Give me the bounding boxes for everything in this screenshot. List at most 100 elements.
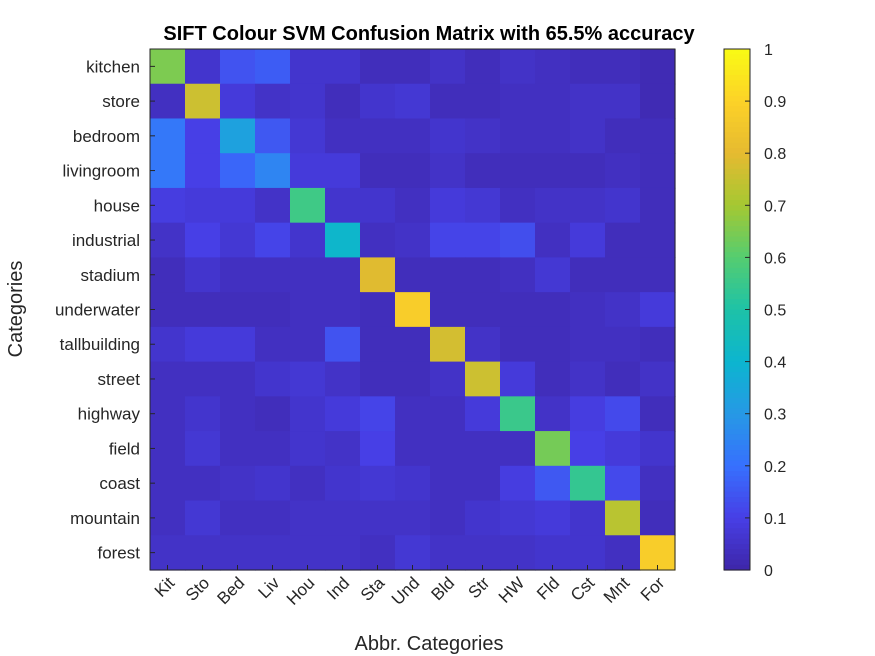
heatmap-cell [185, 535, 221, 571]
colorbar-band [724, 481, 750, 488]
heatmap-cell [500, 361, 536, 397]
heatmap-cell [290, 361, 326, 397]
heatmap-cell [640, 83, 676, 120]
colorbar-band [724, 512, 750, 519]
heatmap-cell [290, 465, 326, 502]
heatmap-cell [640, 118, 676, 154]
heatmap-cells [150, 49, 676, 571]
colorbar-band [724, 54, 750, 61]
colorbar-band [724, 450, 750, 456]
heatmap-cell [500, 465, 536, 502]
heatmap-cell [430, 535, 466, 571]
heatmap-cell [570, 153, 606, 189]
colorbar-tick-label: 0 [764, 563, 773, 580]
heatmap-cell [395, 396, 431, 432]
heatmap-cell [570, 431, 606, 467]
colorbar-band [724, 413, 750, 420]
heatmap-cell [570, 187, 606, 224]
heatmap-cell [535, 49, 571, 85]
heatmap-cell [220, 326, 256, 363]
colorbar-tick-label: 0.9 [764, 94, 786, 111]
colorbar-tick-label: 0.2 [764, 459, 786, 476]
heatmap-cell [185, 83, 221, 120]
heatmap-cell [220, 361, 256, 397]
colorbar-band [724, 121, 750, 128]
heatmap-cell [605, 361, 641, 397]
heatmap-cell [430, 83, 466, 120]
colorbar-band [724, 429, 750, 436]
heatmap-cell [605, 431, 641, 467]
heatmap-cell [500, 83, 536, 120]
y-tick-label: house [94, 196, 140, 215]
x-tick-label: Hou [283, 573, 318, 608]
heatmap-cell [430, 257, 466, 293]
heatmap-cell [465, 257, 501, 293]
colorbar-band [724, 340, 750, 347]
heatmap-cell [220, 153, 256, 189]
x-tick-label: Sto [182, 573, 213, 604]
heatmap-cell [430, 396, 466, 432]
colorbar-band [724, 335, 750, 342]
heatmap-cell [290, 396, 326, 432]
heatmap-cell [395, 535, 431, 571]
heatmap-cell [465, 396, 501, 432]
y-tick-label: street [97, 370, 140, 389]
heatmap-cell [430, 465, 466, 502]
heatmap-cell [220, 465, 256, 502]
heatmap-cell [500, 49, 536, 85]
heatmap-cell [640, 292, 676, 328]
heatmap-cell [640, 500, 676, 536]
heatmap-cell [570, 222, 606, 258]
x-tick-label: Bld [428, 573, 459, 604]
heatmap-cell [605, 187, 641, 224]
colorbar-band [724, 267, 750, 274]
y-axis-label: Categories [5, 261, 27, 358]
colorbar-band [724, 372, 750, 378]
heatmap-cell [220, 396, 256, 432]
heatmap-cell [570, 292, 606, 328]
heatmap-cell [325, 292, 361, 328]
heatmap-cell [220, 118, 256, 154]
heatmap-cell [570, 396, 606, 432]
heatmap-cell [150, 396, 186, 432]
heatmap-cell [465, 83, 501, 120]
heatmap-cell [325, 535, 361, 571]
heatmap-cell [325, 465, 361, 502]
heatmap-cell [430, 361, 466, 397]
colorbar-tick-label: 0.3 [764, 407, 786, 424]
colorbar-band [724, 471, 750, 477]
heatmap-cell [220, 431, 256, 467]
heatmap-cell [465, 118, 501, 154]
y-tick-label: kitchen [86, 57, 140, 76]
colorbar-band [724, 523, 750, 529]
heatmap-cell [220, 535, 256, 571]
x-tick-label: Ind [323, 573, 353, 603]
colorbar-band [724, 205, 750, 212]
heatmap-cell [395, 500, 431, 536]
colorbar-band [724, 273, 750, 279]
colorbar-band [724, 168, 750, 175]
colorbar-band [724, 314, 750, 321]
x-tick-label: Cst [567, 573, 599, 605]
heatmap-cell [360, 187, 396, 224]
heatmap-cell [290, 292, 326, 328]
heatmap-cell [325, 49, 361, 85]
heatmap-cell [465, 361, 501, 397]
heatmap-cell [430, 222, 466, 258]
colorbar-band [724, 554, 750, 561]
colorbar-band [724, 184, 750, 191]
heatmap-cell [640, 361, 676, 397]
y-tick-label: field [109, 439, 140, 458]
heatmap-cell [640, 535, 676, 571]
colorbar-band [724, 486, 750, 493]
colorbar-tick-label: 0.1 [764, 511, 786, 528]
heatmap-cell [500, 396, 536, 432]
heatmap-cell [325, 187, 361, 224]
heatmap-cell [640, 187, 676, 224]
colorbar-band [724, 64, 750, 71]
heatmap-cell [395, 187, 431, 224]
heatmap-cell [640, 431, 676, 467]
heatmap-cell [430, 326, 466, 363]
heatmap-cell [255, 292, 291, 328]
